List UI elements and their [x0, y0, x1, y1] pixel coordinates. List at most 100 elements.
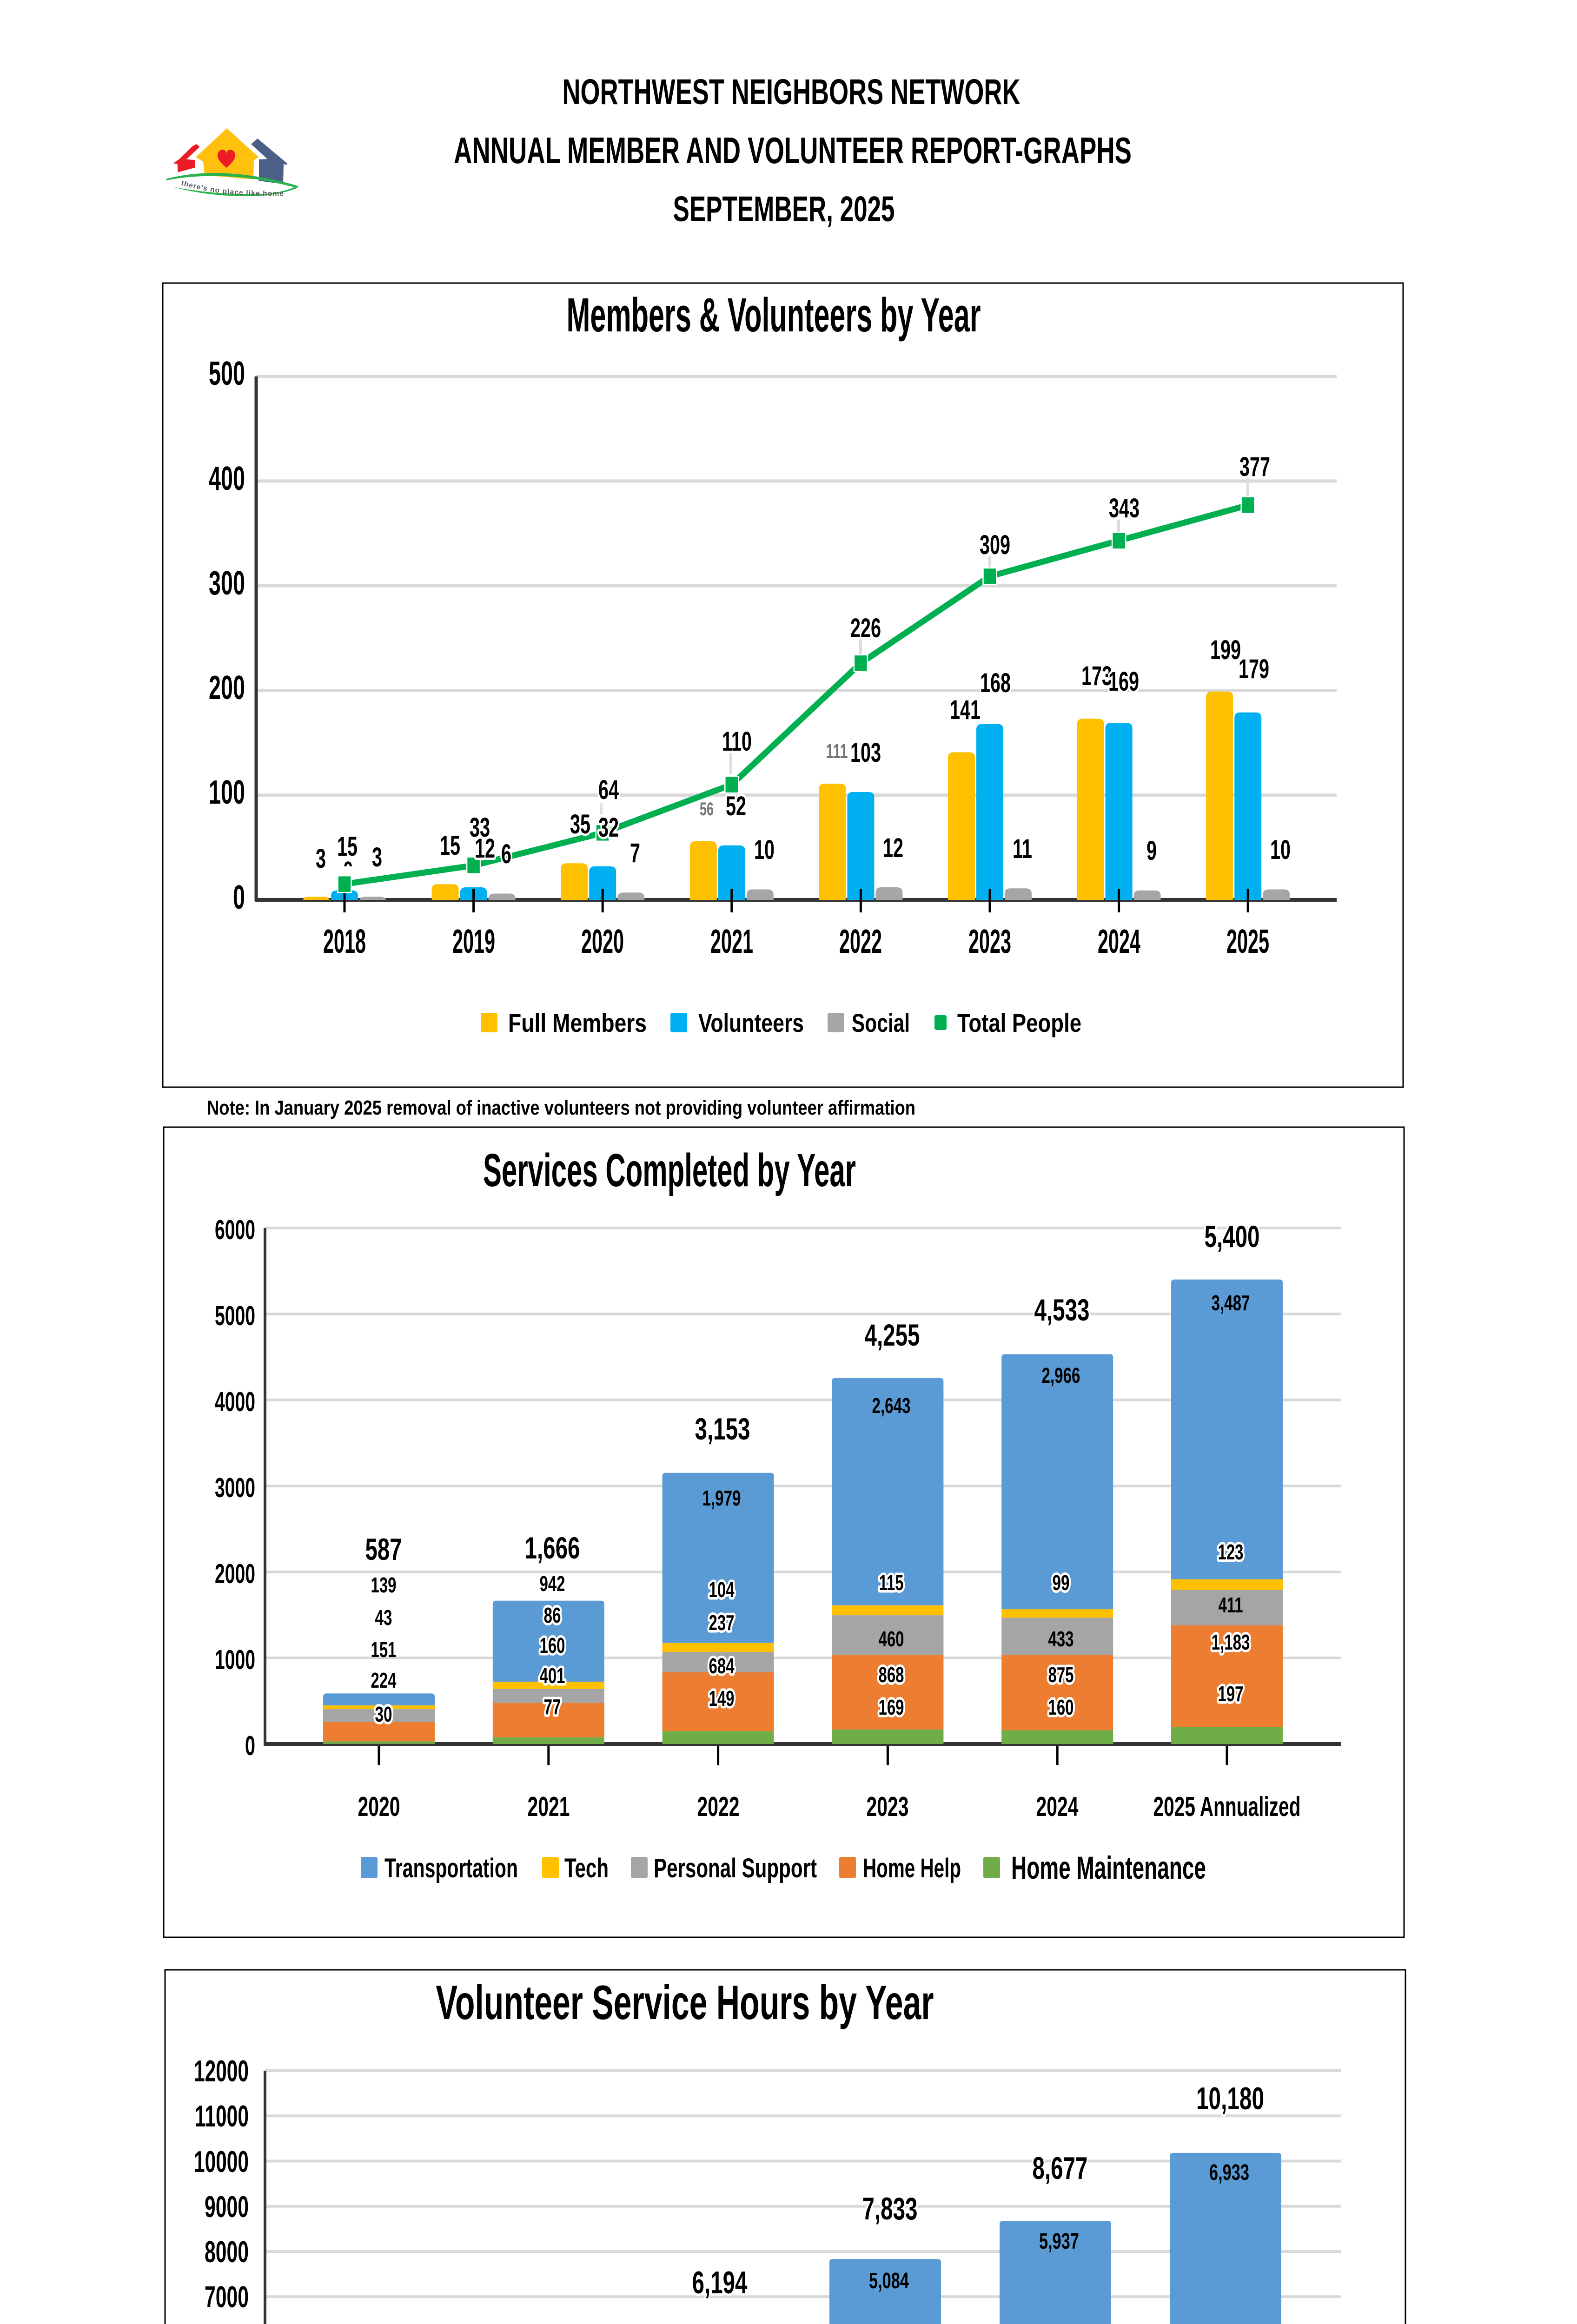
svg-text:111: 111: [826, 740, 848, 763]
svg-text:30: 30: [375, 1702, 392, 1726]
svg-text:942: 942: [540, 1571, 565, 1596]
svg-text:0: 0: [245, 1730, 255, 1761]
svg-text:77: 77: [544, 1695, 561, 1719]
svg-text:169: 169: [879, 1695, 904, 1719]
svg-text:7,833: 7,833: [862, 2191, 918, 2226]
svg-text:15: 15: [337, 832, 358, 862]
svg-text:868: 868: [879, 1663, 904, 1687]
svg-text:12000: 12000: [194, 2054, 249, 2088]
svg-text:5000: 5000: [215, 1301, 255, 1331]
svg-text:2025 Annualized: 2025 Annualized: [1153, 1791, 1301, 1822]
svg-text:Social: Social: [852, 1008, 910, 1037]
svg-text:2019: 2019: [452, 923, 495, 960]
svg-text:149: 149: [709, 1686, 735, 1710]
svg-text:Volunteers: Volunteers: [698, 1008, 804, 1037]
svg-text:151: 151: [371, 1637, 397, 1662]
svg-text:4000: 4000: [215, 1386, 255, 1417]
svg-text:197: 197: [1218, 1682, 1244, 1706]
svg-text:587: 587: [365, 1532, 402, 1566]
svg-text:7: 7: [630, 838, 640, 868]
svg-text:123: 123: [1218, 1540, 1244, 1564]
svg-text:199: 199: [1210, 635, 1241, 665]
svg-text:3: 3: [372, 842, 382, 872]
svg-text:7000: 7000: [205, 2280, 249, 2314]
svg-text:433: 433: [1048, 1627, 1074, 1651]
svg-text:Transportation: Transportation: [384, 1853, 518, 1883]
svg-text:Home Maintenance: Home Maintenance: [1011, 1850, 1206, 1886]
svg-text:12: 12: [883, 833, 903, 863]
svg-text:104: 104: [709, 1578, 735, 1602]
svg-text:3: 3: [316, 844, 326, 874]
svg-text:12: 12: [475, 833, 495, 864]
svg-text:139: 139: [371, 1573, 397, 1597]
svg-text:2021: 2021: [710, 923, 753, 960]
svg-text:3000: 3000: [215, 1472, 255, 1503]
svg-text:56: 56: [700, 799, 714, 819]
svg-text:411: 411: [1219, 1593, 1243, 1617]
svg-text:2022: 2022: [697, 1791, 740, 1822]
svg-text:237: 237: [709, 1611, 735, 1635]
svg-text:2022: 2022: [839, 923, 882, 960]
svg-text:15: 15: [440, 831, 460, 861]
svg-text:141: 141: [950, 695, 981, 725]
svg-text:2021: 2021: [528, 1791, 570, 1822]
svg-text:SEPTEMBER, 2025: SEPTEMBER, 2025: [673, 189, 895, 229]
svg-text:300: 300: [209, 565, 245, 602]
svg-text:NORTHWEST NEIGHBORS NETWORK: NORTHWEST NEIGHBORS NETWORK: [563, 72, 1020, 112]
svg-text:9: 9: [1146, 836, 1157, 866]
svg-text:2023: 2023: [867, 1791, 909, 1822]
svg-text:3,153: 3,153: [695, 1412, 750, 1446]
svg-text:8000: 8000: [205, 2235, 249, 2269]
svg-text:Full Members: Full Members: [508, 1008, 647, 1037]
svg-text:173: 173: [1081, 661, 1112, 691]
svg-text:103: 103: [850, 738, 881, 768]
svg-text:32: 32: [598, 812, 619, 843]
svg-text:Total People: Total People: [957, 1008, 1081, 1037]
svg-text:33: 33: [470, 812, 490, 843]
svg-text:Personal Support: Personal Support: [654, 1853, 817, 1883]
svg-text:309: 309: [980, 530, 1010, 560]
svg-text:8,677: 8,677: [1033, 2151, 1088, 2186]
svg-text:11000: 11000: [195, 2099, 249, 2133]
svg-text:2020: 2020: [358, 1791, 400, 1822]
svg-text:11: 11: [1013, 834, 1032, 864]
svg-text:377: 377: [1239, 452, 1270, 482]
svg-text:2,643: 2,643: [872, 1393, 911, 1418]
svg-text:Members & Volunteers by Year: Members & Volunteers by Year: [567, 288, 981, 342]
svg-text:99: 99: [1053, 1571, 1070, 1595]
svg-text:179: 179: [1239, 654, 1269, 684]
svg-text:115: 115: [879, 1571, 904, 1595]
svg-text:1,979: 1,979: [702, 1486, 741, 1510]
svg-text:5,400: 5,400: [1205, 1219, 1260, 1254]
svg-text:0: 0: [233, 879, 245, 916]
svg-text:Services Completed by Year: Services Completed by Year: [483, 1144, 856, 1196]
svg-text:200: 200: [209, 669, 245, 706]
svg-text:684: 684: [709, 1654, 735, 1678]
svg-text:Note: In January 2025 removal: Note: In January 2025 removal of inactiv…: [207, 1096, 915, 1119]
svg-text:343: 343: [1109, 493, 1140, 523]
svg-text:4,255: 4,255: [865, 1318, 920, 1352]
svg-text:64: 64: [598, 775, 619, 805]
svg-text:224: 224: [371, 1668, 397, 1692]
svg-text:110: 110: [722, 726, 752, 757]
svg-text:400: 400: [209, 460, 245, 497]
svg-text:2018: 2018: [323, 923, 366, 960]
svg-text:5,084: 5,084: [869, 2269, 909, 2293]
svg-text:169: 169: [1108, 667, 1139, 697]
svg-text:2,966: 2,966: [1042, 1363, 1080, 1387]
svg-text:160: 160: [1048, 1695, 1074, 1719]
svg-text:6000: 6000: [215, 1215, 255, 1245]
svg-text:2024: 2024: [1098, 923, 1140, 960]
svg-text:35: 35: [570, 809, 590, 839]
svg-text:6: 6: [501, 839, 511, 869]
svg-text:226: 226: [850, 613, 881, 643]
svg-text:Tech: Tech: [564, 1853, 609, 1883]
svg-text:100: 100: [209, 774, 245, 811]
svg-text:6,933: 6,933: [1209, 2160, 1249, 2185]
svg-text:3,487: 3,487: [1212, 1291, 1250, 1315]
svg-text:52: 52: [726, 791, 746, 821]
svg-text:6,194: 6,194: [692, 2265, 748, 2300]
svg-text:Volunteer Service Hours by Yea: Volunteer Service Hours by Year: [436, 1976, 934, 2030]
svg-text:2023: 2023: [968, 923, 1011, 960]
svg-text:401: 401: [540, 1664, 565, 1688]
